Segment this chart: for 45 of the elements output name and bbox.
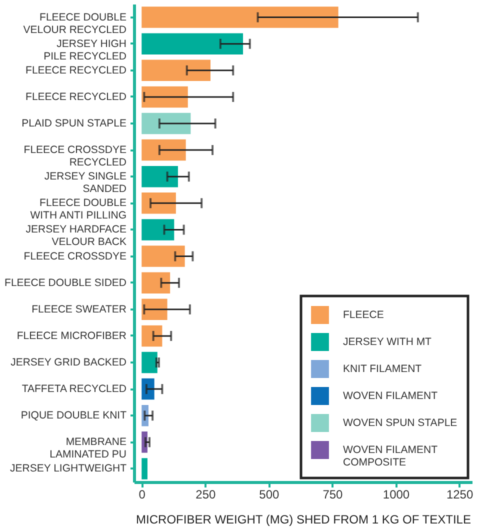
x-tick-label: 0: [138, 488, 146, 502]
y-tick-label: FLEECE DOUBLE WITH ANTI PILLING: [30, 197, 126, 222]
y-tick-label: FLEECE CROSSDYE RECYCLED: [24, 144, 127, 169]
bar: [142, 458, 148, 480]
y-tick-label: PLAID SPUN STAPLE: [22, 118, 126, 130]
bar: [142, 272, 170, 294]
bar: [142, 60, 210, 82]
y-tick-label: FLEECE CROSSDYE: [24, 250, 126, 262]
bar: [142, 166, 178, 188]
legend-label: FLEECE: [343, 309, 384, 321]
bar: [142, 219, 174, 240]
y-tick-label: TAFFETA RECYCLED: [22, 383, 127, 396]
y-tick-label: JERSEY GRID BACKED: [10, 356, 127, 368]
y-tick-label: JERSEY HIGH PILE RECYCLED: [44, 38, 127, 62]
y-tick-label: JERSEY HARDFACE VELOUR BACK: [26, 224, 126, 248]
y-tick-label: FLEECE RECYCLED: [26, 64, 127, 76]
legend-label: WOVEN SPUN STAPLE: [343, 417, 458, 429]
x-tick-label: 1000: [382, 488, 410, 502]
legend-label: WOVEN FILAMENT COMPOSITE: [343, 444, 438, 468]
y-tick-label: FLEECE DOUBLE VELOUR RECYCLED: [23, 11, 127, 36]
x-tick-label: 1250: [446, 488, 474, 502]
bar: [142, 352, 158, 374]
legend-label: JERSEY WITH MT: [343, 336, 432, 348]
x-tick-label: 250: [196, 488, 216, 502]
bar: [142, 139, 186, 161]
y-tick-label: FLEECE RECYCLED: [26, 90, 127, 103]
bar: [142, 192, 176, 214]
y-tick-label: JERSEY SINGLE SANDED: [44, 170, 127, 196]
bar: [142, 112, 191, 134]
y-tick-label: JERSEY LIGHTWEIGHT: [10, 462, 128, 475]
bar: [142, 6, 338, 28]
legend-label: KNIT FILAMENT: [343, 363, 422, 375]
bar: [142, 246, 185, 267]
bar: [142, 325, 162, 347]
y-tick-label: FLEECE MICROFIBER: [16, 330, 127, 342]
x-axis-title: MICROFIBER WEIGHT (MG) SHED FROM 1 KG OF TEXTILE: [136, 512, 471, 526]
bar: [142, 86, 188, 108]
y-tick-label: PIQUE DOUBLE KNIT: [20, 410, 128, 422]
y-tick-label: MEMBRANE LAMINATED PU: [50, 436, 126, 461]
bar: [142, 33, 244, 54]
x-tick-label: 500: [259, 488, 280, 502]
legend-label: WOVEN FILAMENT: [343, 390, 438, 402]
y-tick-label: FLEECE SWEATER: [32, 303, 127, 316]
x-tick-label: 750: [322, 488, 344, 502]
y-tick-label: FLEECE DOUBLE SIDED: [4, 276, 127, 289]
